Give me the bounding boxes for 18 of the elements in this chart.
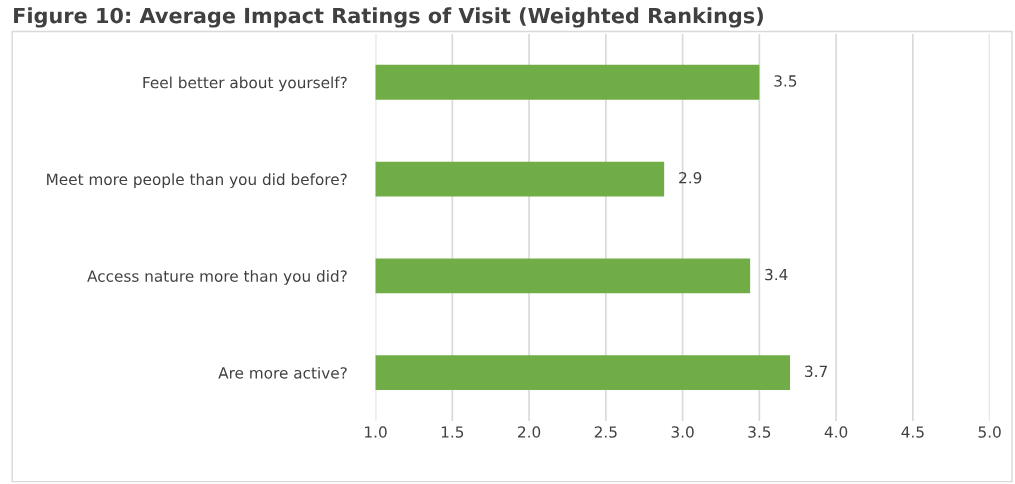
x-tick-label: 3.0 — [671, 426, 694, 438]
x-tick-label: 3.5 — [748, 426, 771, 438]
data-label: 3.7 — [805, 365, 827, 378]
y-tick-label: Feel better about yourself? — [143, 76, 347, 92]
x-tick-label: 1.5 — [441, 426, 464, 438]
chart-title: Figure 10: Average Impact Ratings of Visit (Weighted Rankings) — [14, 7, 763, 28]
data-label: 2.9 — [679, 171, 702, 184]
x-tick-label: 1.0 — [365, 426, 387, 438]
data-label: 3.5 — [774, 75, 797, 87]
x-tick-label: 5.0 — [978, 426, 1001, 438]
x-tick-label: 4.5 — [901, 426, 924, 438]
y-tick-label: Meet more people than you did before? — [47, 173, 347, 189]
x-tick-label: 2.5 — [594, 426, 617, 438]
x-tick-label: 4.0 — [824, 426, 848, 438]
x-tick-label: 2.0 — [518, 426, 541, 438]
y-tick-label: Are more active? — [218, 366, 347, 379]
data-label: 3.4 — [765, 268, 788, 281]
y-tick-label: Access nature more than you did? — [87, 270, 347, 285]
